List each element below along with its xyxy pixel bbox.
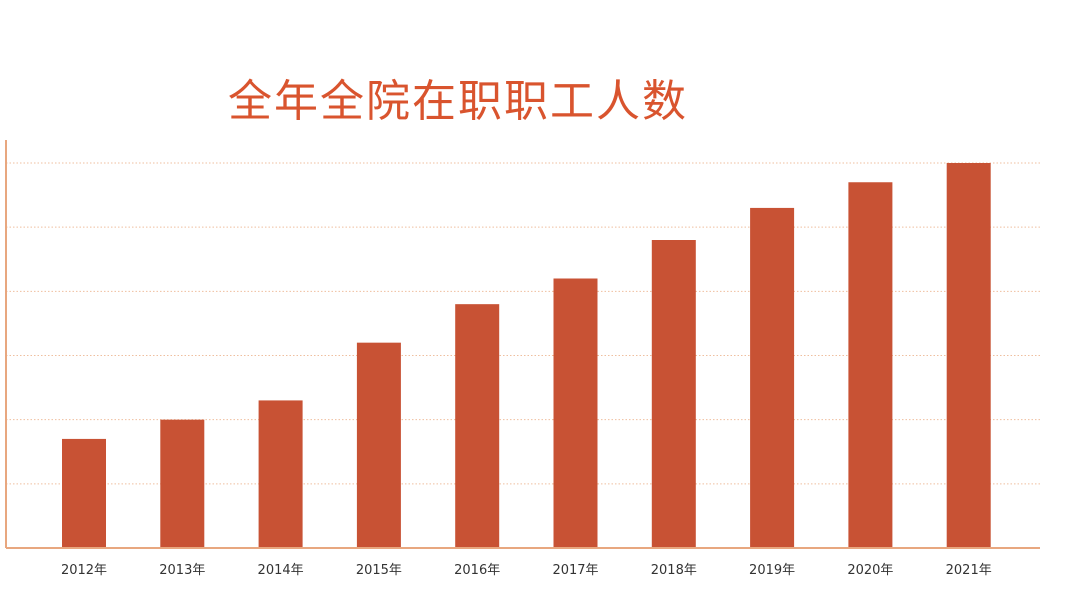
x-tick-label-5: 2016年 [454, 563, 500, 578]
bar-series [62, 163, 991, 548]
x-tick-label-8: 2019年 [749, 563, 795, 578]
bar-6 [553, 278, 598, 548]
bar-3 [258, 400, 303, 548]
bar-8 [750, 207, 795, 548]
bar-2 [160, 419, 205, 548]
x-tick-label-4: 2015年 [356, 563, 402, 578]
x-tick-label-1: 2012年 [61, 563, 107, 578]
x-tick-label-3: 2014年 [258, 563, 304, 578]
x-tick-label-7: 2018年 [651, 563, 697, 578]
bar-5 [455, 304, 500, 548]
bar-7 [651, 240, 696, 548]
x-tick-label-10: 2021年 [946, 563, 992, 578]
x-tick-label-2: 2013年 [159, 563, 205, 578]
x-tick-label-6: 2017年 [552, 563, 598, 578]
x-tick-labels: 2012年 2013年 2014年 2015年 2016年 2017年 2018年 2019年… [61, 563, 992, 578]
chart-title: 全年全院在职职工人数 [228, 76, 688, 127]
bar-4 [356, 342, 401, 548]
bar-1 [62, 438, 106, 548]
x-tick-label-9: 2020年 [847, 563, 893, 578]
bar-10 [946, 163, 991, 548]
bar-9 [848, 182, 893, 548]
